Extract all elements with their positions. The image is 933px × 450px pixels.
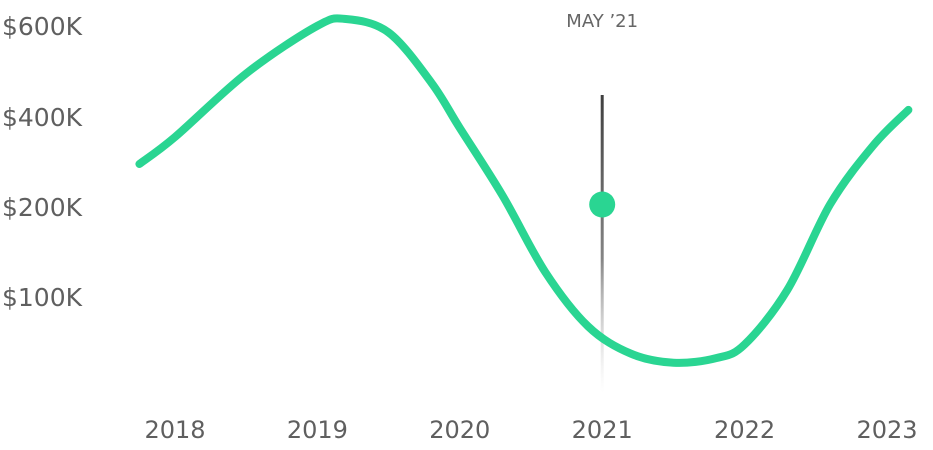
y-tick-label: $600K xyxy=(2,12,83,41)
marker-line xyxy=(600,95,604,393)
series-line xyxy=(135,14,913,367)
x-axis-labels: 2018 2019 2020 2021 2022 2023 xyxy=(144,416,917,444)
marker-label: MAY ’21 xyxy=(566,11,638,32)
y-tick-label: $400K xyxy=(2,103,83,132)
y-tick-label: $200K xyxy=(2,193,83,222)
y-axis-labels: $600K $400K $200K $100K xyxy=(2,12,83,312)
series-group xyxy=(135,14,913,367)
x-tick-label: 2023 xyxy=(856,416,917,444)
marker-group: MAY ’21 xyxy=(566,11,638,393)
x-tick-label: 2021 xyxy=(572,416,633,444)
y-tick-label: $100K xyxy=(2,283,83,312)
x-tick-label: 2019 xyxy=(287,416,348,444)
marker-point-group xyxy=(589,191,616,218)
x-tick-label: 2018 xyxy=(144,416,205,444)
x-tick-label: 2020 xyxy=(429,416,490,444)
marker-point[interactable] xyxy=(589,191,616,218)
x-tick-label: 2022 xyxy=(714,416,775,444)
